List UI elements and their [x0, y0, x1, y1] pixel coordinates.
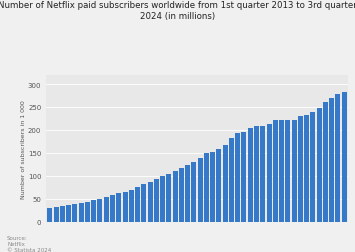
Bar — [304, 116, 309, 222]
Bar — [267, 124, 272, 222]
Bar — [229, 138, 234, 222]
Bar — [141, 184, 146, 222]
Bar — [210, 152, 215, 222]
Bar — [260, 126, 265, 222]
Bar — [148, 182, 153, 222]
Bar — [329, 99, 334, 222]
Bar — [273, 120, 278, 222]
Bar — [254, 127, 259, 222]
Y-axis label: Number of subscribers in 1 000: Number of subscribers in 1 000 — [21, 100, 26, 198]
Bar — [335, 95, 340, 222]
Bar — [235, 134, 240, 222]
Bar — [116, 194, 121, 222]
Bar — [198, 158, 203, 222]
Bar — [110, 196, 115, 222]
Bar — [166, 174, 171, 222]
Bar — [298, 116, 303, 222]
Bar — [342, 93, 346, 222]
Bar — [104, 198, 109, 222]
Bar — [129, 190, 134, 222]
Bar — [310, 113, 315, 222]
Bar — [248, 129, 253, 222]
Bar — [79, 203, 84, 222]
Bar — [98, 199, 103, 222]
Bar — [223, 145, 228, 222]
Bar — [317, 109, 322, 222]
Bar — [91, 200, 96, 222]
Bar — [135, 187, 140, 222]
Bar — [160, 177, 165, 222]
Bar — [179, 168, 184, 222]
Bar — [54, 208, 59, 222]
Bar — [191, 162, 196, 222]
Bar — [60, 206, 65, 222]
Bar — [154, 179, 159, 222]
Bar — [185, 165, 190, 222]
Bar — [85, 202, 90, 222]
Bar — [241, 133, 246, 222]
Bar — [66, 205, 71, 222]
Bar — [285, 120, 290, 222]
Bar — [204, 154, 209, 222]
Bar — [48, 208, 53, 222]
Text: Source:
Netflix
© Statista 2024: Source: Netflix © Statista 2024 — [7, 235, 51, 252]
Bar — [173, 171, 178, 222]
Text: Number of Netflix paid subscribers worldwide from 1st quarter 2013 to 3rd quarte: Number of Netflix paid subscribers world… — [0, 1, 355, 21]
Bar — [122, 192, 127, 222]
Bar — [217, 149, 222, 222]
Bar — [291, 120, 296, 222]
Bar — [279, 121, 284, 222]
Bar — [323, 103, 328, 222]
Bar — [72, 205, 77, 222]
